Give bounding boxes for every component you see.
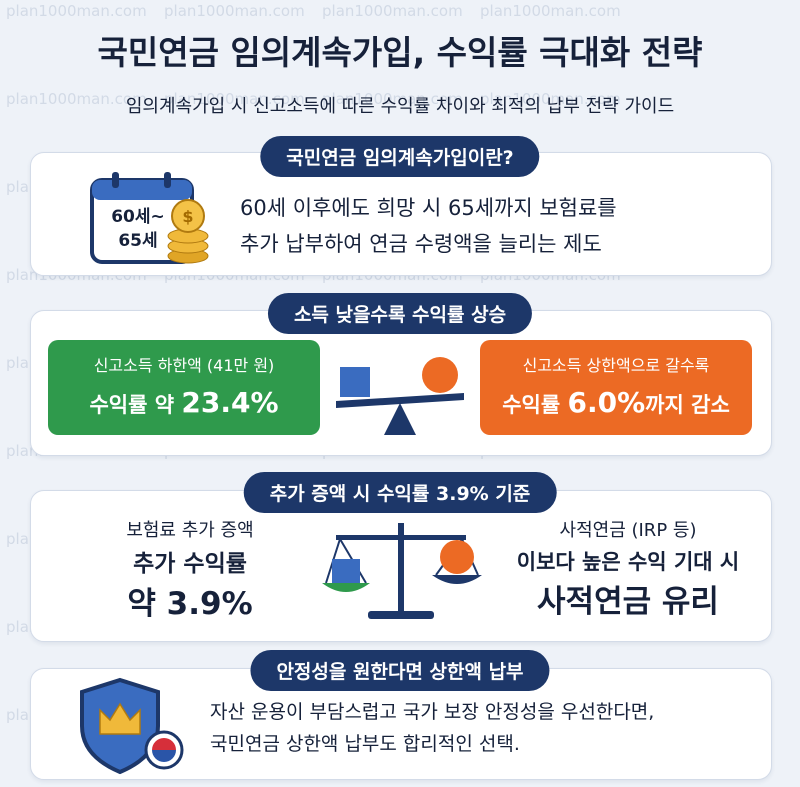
- box-caption: 신고소득 하한액 (41만 원): [93, 356, 275, 375]
- left-caption: 보험료 추가 증액: [126, 520, 254, 541]
- value-highlight: 6.0%: [567, 386, 646, 419]
- value-suffix: 까지 감소: [645, 393, 730, 417]
- watermark: plan1000man.com: [322, 2, 463, 20]
- high-income-box: 신고소득 상한액으로 갈수록 수익률 6.0%까지 감소: [480, 340, 752, 435]
- body-line: 추가 납부하여 연금 수령액을 늘리는 제도: [240, 232, 602, 256]
- watermark: plan1000man.com: [322, 90, 463, 108]
- right-label: 이보다 높은 수익 기대 시: [516, 550, 740, 574]
- section-badge: 소득 낮을수록 수익률 상승: [267, 293, 533, 334]
- shield-icon: [80, 677, 184, 775]
- left-value: 약 3.9%: [127, 586, 253, 622]
- value-prefix: 수익률: [502, 393, 568, 417]
- comparison-right: 사적연금 (IRP 등) 이보다 높은 수익 기대 시 사적연금 유리: [500, 516, 756, 621]
- icon-text: 60세~: [111, 207, 165, 227]
- section-badge: 안정성을 원한다면 상한액 납부: [250, 650, 550, 691]
- low-income-box: 신고소득 하한액 (41만 원) 수익률 약 23.4%: [48, 340, 320, 435]
- watermark: plan1000man.com: [164, 90, 305, 108]
- subtitle: 임의계속가입 시 신고소득에 따른 수익률 차이와 최적의 납부 전략 가이드: [125, 96, 675, 117]
- svg-text:$: $: [182, 207, 193, 226]
- watermark: plan1000man.com: [164, 2, 305, 20]
- watermark: plan1000man.com: [6, 2, 147, 20]
- section-badge: 국민연금 임의계속가입이란?: [260, 136, 540, 177]
- comparison-left: 보험료 추가 증액 추가 수익률 약 3.9%: [90, 516, 290, 623]
- box-value: 수익률 6.0%까지 감소: [480, 386, 752, 419]
- right-value: 사적연금 유리: [537, 584, 719, 620]
- box-caption: 신고소득 상한액으로 갈수록: [522, 356, 710, 375]
- section-body: 60세 이후에도 희망 시 65세까지 보험료를 추가 납부하여 연금 수령액을…: [240, 190, 617, 262]
- balance-icon: [322, 523, 482, 619]
- seesaw-icon: [336, 357, 464, 435]
- body-line: 자산 운용이 부담스럽고 국가 보장 안정성을 우선한다면,: [210, 701, 655, 723]
- watermark: plan1000man.com: [6, 90, 147, 108]
- watermark: plan1000man.com: [480, 90, 621, 108]
- box-value: 수익률 약 23.4%: [48, 386, 320, 419]
- calendar-icon: 60세~ 65세 $: [90, 172, 209, 264]
- title: 국민연금 임의계속가입, 수익률 극대화 전략: [97, 33, 703, 72]
- body-line: 60세 이후에도 희망 시 65세까지 보험료를: [240, 196, 617, 220]
- watermark: plan1000man.com: [480, 2, 621, 20]
- icon-text: 65세: [118, 231, 157, 251]
- value-highlight: 23.4%: [181, 386, 279, 419]
- left-label: 추가 수익률: [133, 551, 247, 577]
- section-badge: 추가 증액 시 수익률 3.9% 기준: [243, 472, 557, 513]
- value-prefix: 수익률 약: [89, 393, 182, 417]
- section-body: 자산 운용이 부담스럽고 국가 보장 안정성을 우선한다면, 국민연금 상한액 …: [210, 696, 654, 760]
- right-caption: 사적연금 (IRP 등): [559, 520, 697, 541]
- body-line: 국민연금 상한액 납부도 합리적인 선택.: [210, 733, 520, 755]
